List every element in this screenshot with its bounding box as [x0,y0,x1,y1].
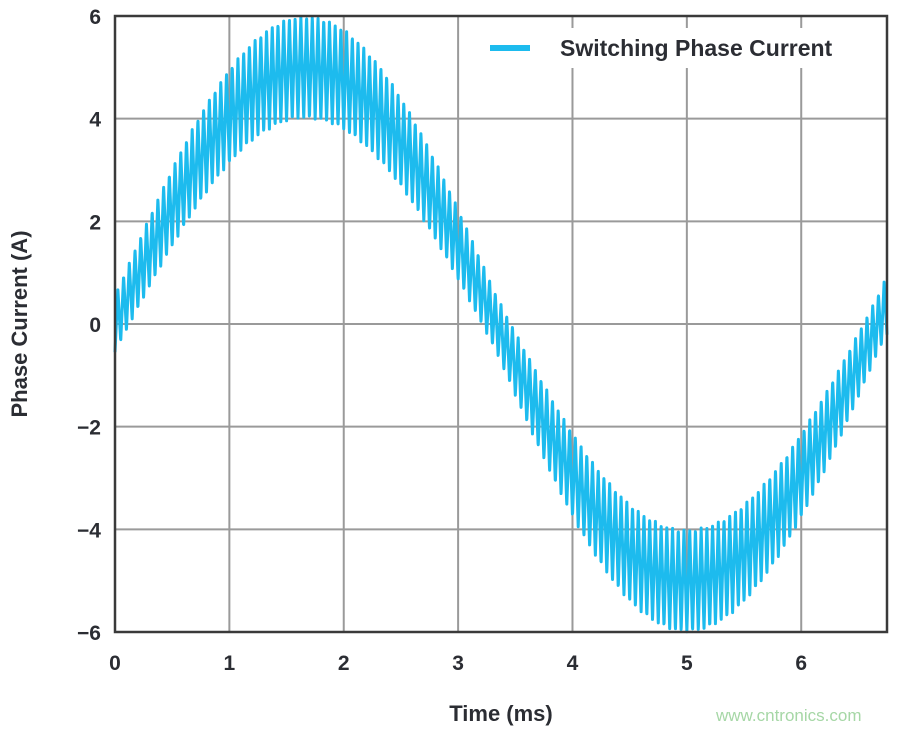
y-tick-label: −6 [77,622,101,645]
x-tick-label: 5 [681,652,693,675]
x-tick-label: 6 [795,652,807,675]
legend: Switching Phase Current [470,28,878,68]
series-line-switching-phase-current [113,14,889,634]
y-tick-label: 6 [89,6,101,29]
y-axis-label: Phase Current (A) [7,230,32,417]
x-tick-label: 4 [567,652,579,675]
watermark: www.cntronics.com [716,706,862,725]
plot-frame [113,14,889,634]
x-tick-label: 2 [338,652,350,675]
y-tick-label: 0 [89,314,101,337]
y-tick-label: 4 [89,109,101,132]
x-tick-label: 3 [452,652,464,675]
y-tick-label: −2 [77,417,101,440]
x-axis-label: Time (ms) [449,701,553,726]
legend-background [470,28,878,68]
y-tick-label: 2 [89,211,101,234]
x-tick-label: 1 [224,652,236,675]
series [113,14,889,634]
x-tick-labels: 0 1 2 3 4 5 6 [109,652,807,675]
y-tick-label: −4 [77,519,101,542]
legend-label: Switching Phase Current [560,35,833,61]
y-tick-labels: 6 4 2 0 −2 −4 −6 [77,6,101,645]
x-tick-label: 0 [109,652,121,675]
